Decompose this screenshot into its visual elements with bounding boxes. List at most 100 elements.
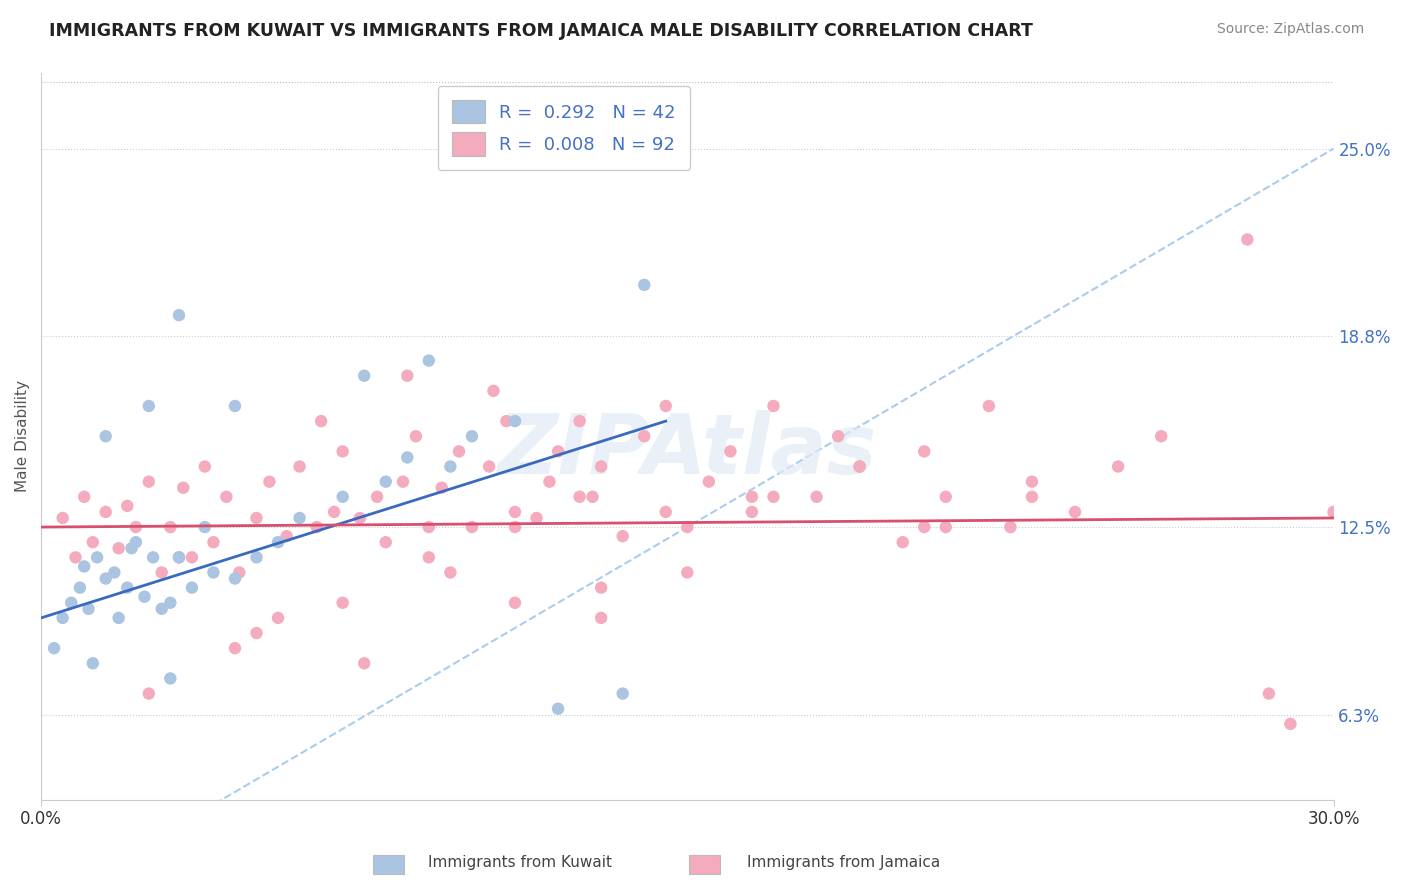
Point <box>267 535 290 549</box>
Point <box>718 444 741 458</box>
Point <box>167 550 190 565</box>
Point <box>676 520 699 534</box>
Point <box>103 566 125 580</box>
Point <box>125 535 148 549</box>
Point <box>288 511 311 525</box>
Point <box>125 520 148 534</box>
Point <box>353 368 375 383</box>
Point <box>194 520 217 534</box>
Point <box>107 611 129 625</box>
Point <box>418 353 440 368</box>
Point <box>396 450 419 465</box>
Text: ZIPAtlas: ZIPAtlas <box>498 410 877 491</box>
Point <box>568 490 591 504</box>
Point <box>503 414 526 428</box>
Point <box>891 535 914 549</box>
Point <box>121 541 143 556</box>
Point <box>503 596 526 610</box>
Point <box>503 505 526 519</box>
Point <box>309 414 332 428</box>
Point <box>82 657 104 671</box>
Point <box>288 459 311 474</box>
Point <box>1107 459 1129 474</box>
Point <box>69 581 91 595</box>
Point <box>439 566 461 580</box>
Point <box>167 308 190 322</box>
Point <box>82 535 104 549</box>
Point <box>276 529 298 543</box>
Point <box>73 490 96 504</box>
Point <box>1021 475 1043 489</box>
Point <box>228 566 250 580</box>
Point <box>655 399 678 413</box>
Point <box>117 581 139 595</box>
Point <box>912 520 935 534</box>
Point <box>259 475 281 489</box>
Text: Immigrants from Jamaica: Immigrants from Jamaica <box>747 855 941 870</box>
Point <box>150 602 173 616</box>
Point <box>430 481 453 495</box>
Point <box>60 596 83 610</box>
Point <box>374 475 396 489</box>
Point <box>495 414 517 428</box>
Text: Source: ZipAtlas.com: Source: ZipAtlas.com <box>1216 22 1364 37</box>
Point <box>94 429 117 443</box>
Point <box>167 550 190 565</box>
Point <box>52 511 75 525</box>
Point <box>150 566 173 580</box>
Point <box>323 505 346 519</box>
Point <box>305 520 328 534</box>
Point <box>612 529 634 543</box>
Point <box>977 399 1000 413</box>
Point <box>159 596 181 610</box>
Point <box>332 490 354 504</box>
Point <box>762 490 785 504</box>
Point <box>245 511 267 525</box>
Point <box>134 590 156 604</box>
Point <box>591 611 613 625</box>
Point <box>1021 490 1043 504</box>
Point <box>827 429 849 443</box>
Point <box>245 550 267 565</box>
Point <box>848 459 870 474</box>
Point <box>741 490 763 504</box>
Point <box>1257 687 1279 701</box>
Point <box>697 475 720 489</box>
Point <box>1279 716 1302 731</box>
Point <box>94 505 117 519</box>
Point <box>741 505 763 519</box>
Point <box>591 459 613 474</box>
Point <box>117 499 139 513</box>
Point <box>86 550 108 565</box>
Point <box>591 581 613 595</box>
Point <box>73 559 96 574</box>
Point <box>138 399 160 413</box>
Point <box>202 566 225 580</box>
Point <box>332 444 354 458</box>
Point <box>676 566 699 580</box>
Point <box>762 399 785 413</box>
Point <box>655 505 678 519</box>
Point <box>482 384 505 398</box>
Point <box>405 429 427 443</box>
Point <box>461 429 484 443</box>
Point <box>107 541 129 556</box>
Text: IMMIGRANTS FROM KUWAIT VS IMMIGRANTS FROM JAMAICA MALE DISABILITY CORRELATION CH: IMMIGRANTS FROM KUWAIT VS IMMIGRANTS FRO… <box>49 22 1033 40</box>
Point <box>159 520 181 534</box>
Point <box>478 459 501 474</box>
Text: Immigrants from Kuwait: Immigrants from Kuwait <box>429 855 612 870</box>
Point <box>138 475 160 489</box>
Point <box>353 657 375 671</box>
Point <box>202 535 225 549</box>
Point <box>138 687 160 701</box>
Point <box>526 511 548 525</box>
Point <box>374 535 396 549</box>
Point <box>1064 505 1087 519</box>
Point <box>612 687 634 701</box>
Point <box>1322 505 1344 519</box>
Point <box>349 511 371 525</box>
Point <box>633 429 655 443</box>
Point <box>447 444 470 458</box>
Point <box>538 475 561 489</box>
Point <box>1236 232 1258 246</box>
